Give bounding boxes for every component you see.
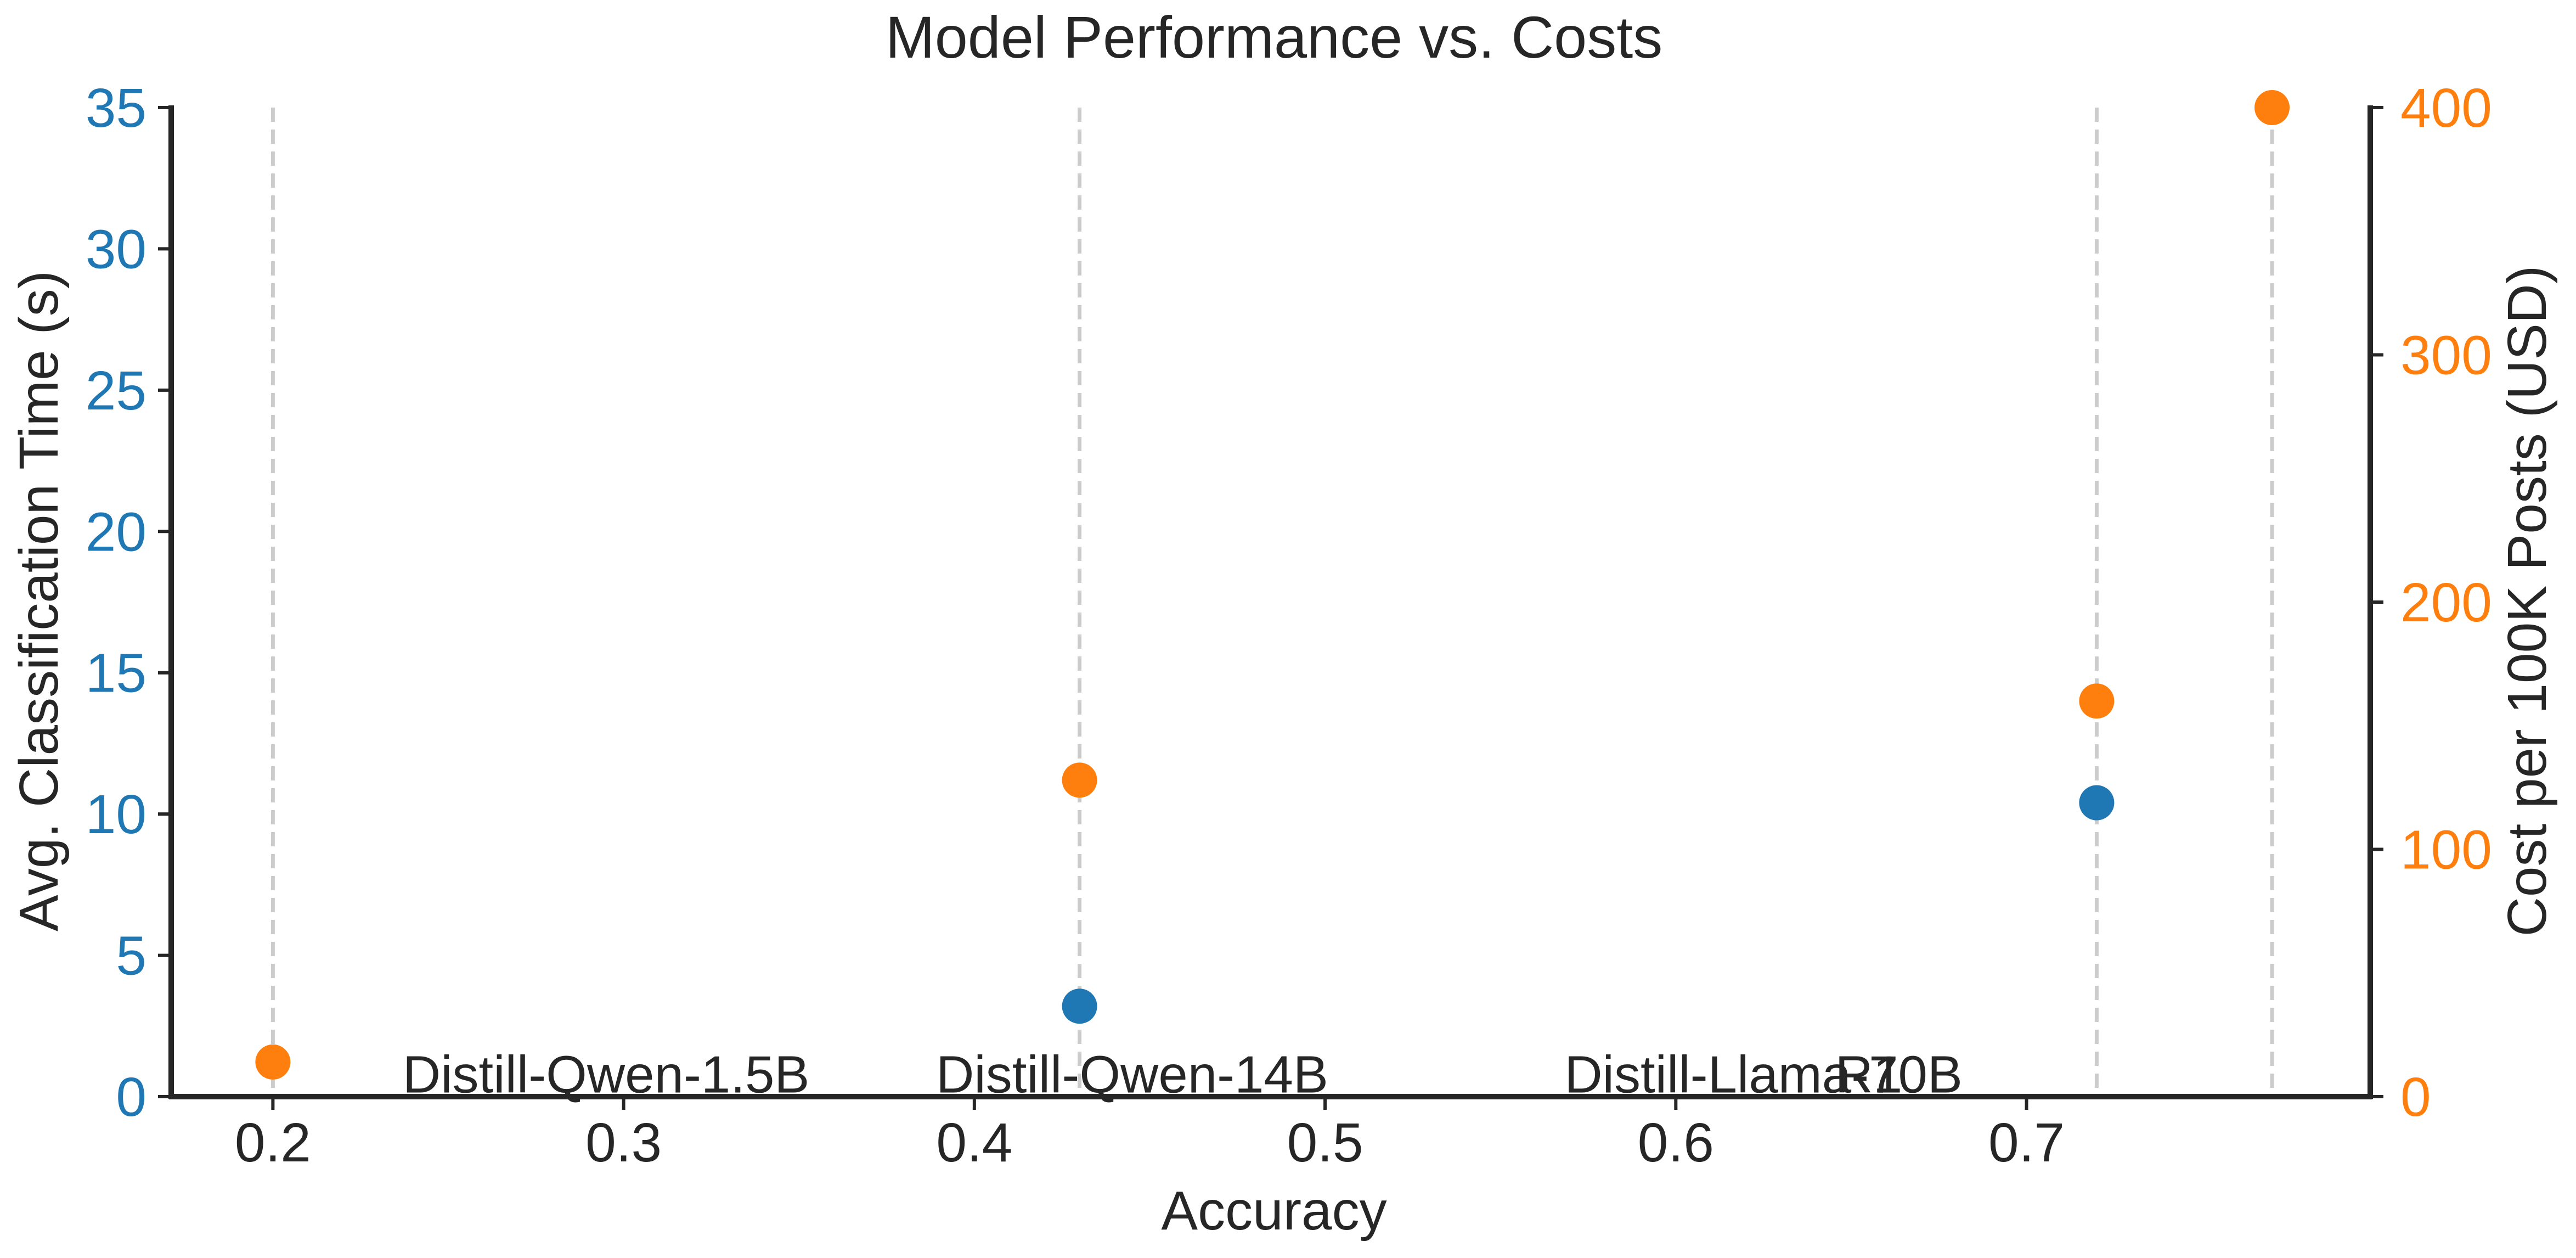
x-tick-label: 0.4	[936, 1112, 1012, 1173]
x-tick-label: 0.2	[235, 1112, 311, 1173]
y-axis-left-label: Avg. Classification Time (s)	[8, 271, 70, 931]
model-label: R1	[1835, 1045, 1903, 1104]
y-left-tick-label: 20	[86, 501, 146, 563]
x-tick-label: 0.6	[1638, 1112, 1714, 1173]
axes: 0.2 0.3 0.4 0.5 0.6 0.7 0 5 10 15 20 25 30 35 0 100 200 3…	[86, 77, 2492, 1173]
y-left-tick-label: 25	[86, 360, 146, 422]
cost-point	[2254, 90, 2290, 125]
y-left-tick-label: 0	[116, 1066, 146, 1128]
y-axis-right-label: Cost per 100K Posts (USD)	[2496, 266, 2558, 937]
chart-title: Model Performance vs. Costs	[886, 4, 1663, 70]
y-right-tick-label: 100	[2400, 819, 2492, 881]
y-right-tick-label: 200	[2400, 572, 2492, 633]
y-right-tick-label: 0	[2400, 1066, 2431, 1128]
x-tick-label: 0.7	[1988, 1112, 2065, 1173]
reference-lines	[270, 108, 2274, 1097]
data-points	[255, 90, 2290, 1080]
annotations: Distill-Qwen-1.5B Distill-Qwen-14B Distill…	[403, 1045, 1963, 1104]
time-point	[1062, 989, 1097, 1024]
y-right-tick-label: 300	[2400, 325, 2492, 386]
y-left-tick-label: 30	[86, 218, 146, 280]
y-left-tick-label: 10	[86, 784, 146, 845]
y-left-tick-label: 15	[86, 643, 146, 704]
cost-point	[1062, 762, 1097, 798]
time-point	[2079, 785, 2115, 821]
x-tick-label: 0.3	[585, 1112, 662, 1173]
cost-point	[255, 1044, 291, 1080]
model-label: Distill-Qwen-1.5B	[403, 1045, 810, 1104]
x-tick-label: 0.5	[1287, 1112, 1363, 1173]
x-axis-label: Accuracy	[1161, 1180, 1386, 1242]
cost-point	[2079, 683, 2115, 719]
model-label: Distill-Qwen-14B	[936, 1045, 1328, 1104]
y-right-tick-label: 400	[2400, 77, 2492, 139]
y-left-tick-label: 5	[116, 925, 146, 987]
y-left-tick-label: 35	[86, 77, 146, 139]
model-label: Distill-Llama-70B	[1564, 1045, 1963, 1104]
